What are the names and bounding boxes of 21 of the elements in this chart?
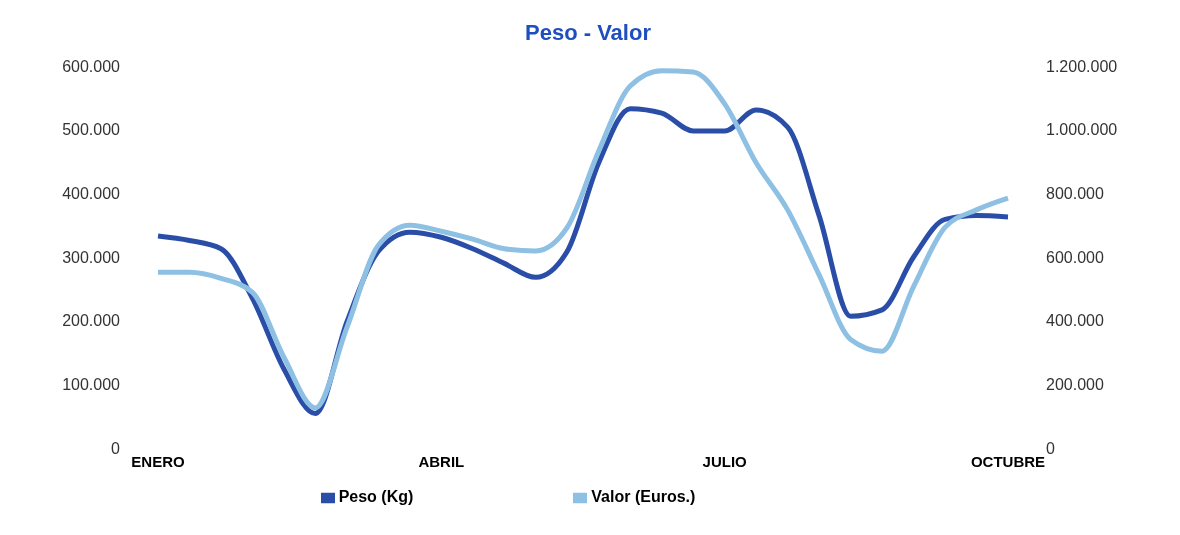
legend-label: Valor (Euros.) [591, 488, 696, 505]
y-tick-label: 600.000 [62, 57, 121, 75]
x-tick-label: OCTUBRE [970, 452, 1046, 470]
y-tick-label: 200.000 [62, 312, 121, 330]
y-tick-label: 100.000 [62, 376, 121, 394]
chart-title: Peso - Valor [524, 20, 652, 46]
y-tick-label: 300.000 [62, 248, 121, 266]
y2-tick-label: 800.000 [1046, 185, 1104, 203]
y-tick-label: 0 [111, 439, 121, 457]
x-tick-label: ABRIL [418, 452, 465, 470]
y2-tick-label: 1.200.000 [1046, 57, 1118, 75]
y2-tick-label: 600.000 [1046, 248, 1104, 266]
x-tick-label: JULIO [702, 452, 748, 470]
y2-tick-label: 200.000 [1046, 376, 1104, 394]
y-tick-label: 400.000 [62, 185, 121, 203]
x-tick-label: ENERO [131, 452, 185, 470]
y2-tick-label: 1.000.000 [1046, 121, 1118, 139]
y2-tick-label: 400.000 [1046, 312, 1104, 330]
y-tick-label: 500.000 [62, 121, 121, 139]
y2-tick-label: 0 [1046, 439, 1055, 457]
legend-label: Peso (Kg) [338, 488, 414, 505]
